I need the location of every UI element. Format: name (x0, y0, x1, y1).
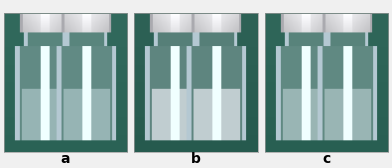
Text: c: c (322, 152, 330, 166)
Text: a: a (61, 152, 70, 166)
Text: b: b (191, 152, 201, 166)
